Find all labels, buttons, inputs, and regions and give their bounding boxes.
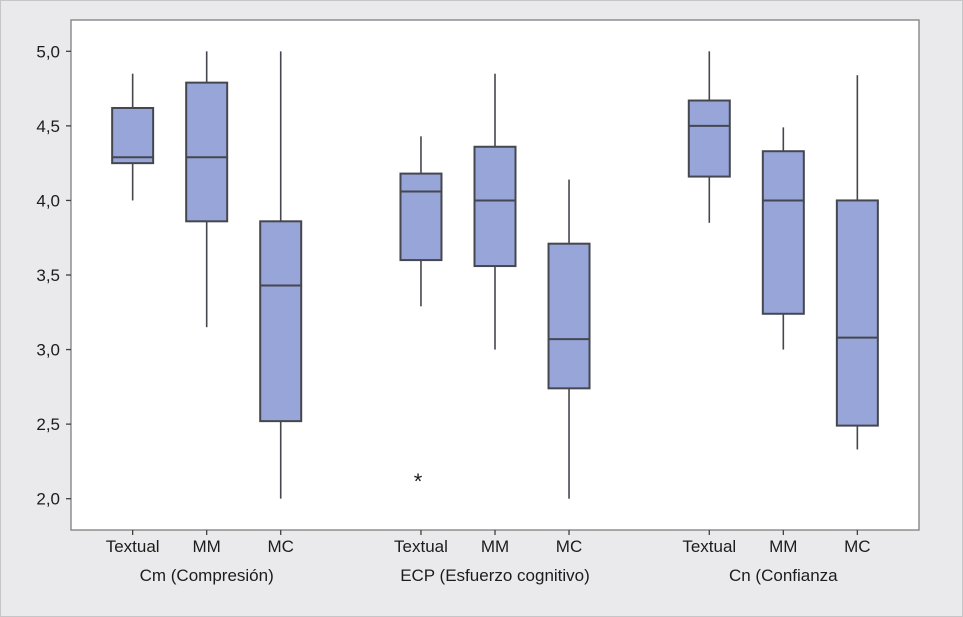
iqr-box — [259, 220, 303, 423]
box-ecp-esfuerzo-cognitivo-mm: MM — [473, 73, 517, 556]
group-ecp-esfuerzo-cognitivo: * Textual MM MC ECP (Esfuerzo cognitivo) — [394, 73, 591, 585]
box-label: MC — [556, 537, 582, 556]
box-ecp-esfuerzo-cognitivo-textual: * Textual — [394, 136, 448, 556]
box-label: MC — [267, 537, 293, 556]
y-tick-label: 3,5 — [36, 266, 60, 285]
outlier-marker: * — [414, 469, 423, 494]
box-label: MM — [193, 537, 221, 556]
box-cm-compresi-n-textual: Textual — [106, 73, 160, 556]
group-label: Cn (Confianza — [729, 566, 838, 585]
y-tick-label: 4,5 — [36, 117, 60, 136]
box-cm-compresi-n-mm: MM — [185, 51, 229, 556]
y-tick-label: 3,0 — [36, 341, 60, 360]
group-cn-confianza: Textual MM MC Cn (Confianza — [682, 51, 879, 585]
box-label: Textual — [682, 537, 736, 556]
iqr-box — [687, 99, 731, 178]
box-label: MM — [481, 537, 509, 556]
box-label: Textual — [106, 537, 160, 556]
iqr-box — [185, 81, 229, 223]
iqr-box — [111, 106, 155, 165]
box-cm-compresi-n-mc: MC — [259, 51, 303, 556]
group-label: Cm (Compresión) — [140, 566, 274, 585]
box-label: Textual — [394, 537, 448, 556]
y-axis: 2,0 2,5 3,0 3,5 4,0 4,5 5,0 — [36, 42, 71, 509]
y-tick-label: 4,0 — [36, 191, 60, 210]
box-cn-confianza-textual: Textual — [682, 51, 736, 556]
iqr-box — [473, 145, 517, 268]
group-label: ECP (Esfuerzo cognitivo) — [400, 566, 590, 585]
y-tick-label: 5,0 — [36, 42, 60, 61]
iqr-box — [547, 242, 591, 390]
box-cn-confianza-mm: MM — [761, 127, 805, 556]
box-ecp-esfuerzo-cognitivo-mc: MC — [547, 179, 591, 556]
y-tick-label: 2,0 — [36, 490, 60, 509]
y-tick-label: 2,5 — [36, 415, 60, 434]
box-cn-confianza-mc: MC — [835, 75, 879, 556]
iqr-box — [835, 199, 879, 427]
group-cm-compresi-n: Textual MM MC Cm (Compresión) — [106, 51, 303, 585]
iqr-box — [399, 172, 443, 262]
box-label: MC — [844, 537, 870, 556]
iqr-box — [761, 150, 805, 315]
box-label: MM — [769, 537, 797, 556]
